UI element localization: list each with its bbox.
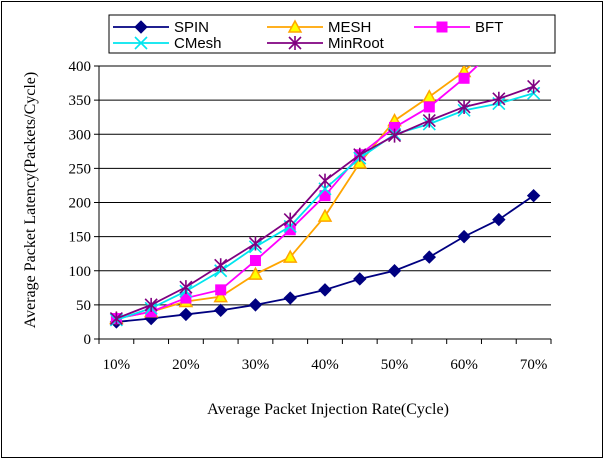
data-point-bft (423, 101, 435, 113)
data-point-bft (458, 72, 470, 84)
x-tick-label: 10% (103, 357, 131, 373)
legend-label-cmesh: CMesh (174, 35, 222, 52)
data-point-spin (353, 272, 367, 286)
legend-marker-minroot (288, 36, 302, 50)
data-point-minroot (179, 280, 193, 295)
legend-marker-mesh (287, 19, 303, 33)
legend-label-bft: BFT (475, 19, 503, 36)
data-point-mesh (282, 249, 298, 263)
data-point-spin (526, 188, 541, 203)
series-group (109, 0, 541, 329)
data-point-mesh (422, 89, 437, 103)
data-point-minroot (353, 147, 367, 162)
legend: SPIN MESH BFT CMesh MinRoot (108, 14, 556, 54)
axes (94, 65, 552, 344)
y-tick-labels: 0 50 100 150 200 250 300 350 400 (69, 59, 92, 348)
y-tick-label: 350 (69, 93, 92, 109)
series-minroot (109, 79, 541, 326)
legend-label-spin: SPIN (174, 19, 209, 36)
legend-marker-spin (134, 20, 148, 34)
y-tick-label: 300 (69, 127, 92, 143)
data-point-minroot (214, 258, 228, 273)
legend-entry-bft: BFT (414, 19, 503, 36)
x-tick-label: 60% (450, 357, 478, 373)
y-tick-label: 0 (84, 332, 92, 348)
x-tick-labels: 10% 20% 30% 40% 50% 60% 70% (103, 357, 548, 373)
data-point-mesh (248, 266, 263, 280)
data-point-spin (318, 283, 332, 297)
data-point-minroot (318, 173, 332, 188)
y-tick-label: 400 (69, 59, 92, 75)
y-tick-label: 200 (69, 196, 92, 212)
data-point-spin (457, 229, 471, 244)
data-point-minroot (144, 297, 158, 312)
data-point-mesh (317, 208, 333, 222)
legend-entry-cmesh: CMesh (113, 35, 222, 52)
data-point-spin (387, 264, 402, 278)
data-point-minroot (527, 79, 541, 94)
data-point-minroot (492, 91, 506, 106)
y-axis-title: Average Packet Latency(Packets/Cycle) (22, 72, 39, 328)
data-point-minroot (457, 99, 471, 114)
x-tick-label: 40% (311, 357, 339, 373)
x-tick-label: 70% (520, 357, 548, 373)
series-line-bft (116, 66, 479, 320)
y-tick-label: 250 (69, 161, 92, 177)
x-tick-label: 20% (172, 357, 200, 373)
data-point-minroot (283, 212, 297, 227)
legend-box (108, 14, 556, 54)
y-tick-label: 150 (69, 230, 92, 246)
data-point-mesh (213, 289, 228, 303)
y-tick-label: 100 (69, 264, 92, 280)
data-point-spin (213, 303, 228, 318)
data-point-spin (492, 212, 506, 227)
legend-marker-bft (436, 21, 448, 33)
data-point-bft (319, 190, 331, 202)
data-point-bft (249, 255, 261, 267)
data-point-spin (179, 307, 193, 322)
y-tick-label: 50 (76, 298, 91, 314)
legend-label-mesh: MESH (328, 19, 371, 36)
data-point-minroot (248, 236, 263, 251)
x-axis-title: Average Packet Injection Rate(Cycle) (207, 401, 449, 418)
data-point-mesh (352, 155, 368, 169)
data-point-minroot (109, 311, 123, 326)
x-tick-label: 50% (381, 357, 409, 373)
data-point-mesh (528, 0, 540, 3)
legend-entry-spin: SPIN (113, 19, 209, 36)
data-point-spin (283, 291, 297, 305)
legend-marker-cmesh (134, 36, 148, 50)
x-tick-label: 30% (242, 357, 270, 373)
legend-entry-minroot: MinRoot (267, 35, 385, 52)
data-point-spin (422, 250, 437, 264)
data-point-spin (248, 298, 263, 312)
legend-label-minroot: MinRoot (328, 35, 385, 52)
legend-entry-mesh: MESH (267, 19, 371, 36)
data-point-minroot (387, 128, 402, 143)
series-bft (110, 66, 479, 325)
data-point-minroot (422, 113, 436, 128)
data-point-bft (215, 284, 227, 296)
